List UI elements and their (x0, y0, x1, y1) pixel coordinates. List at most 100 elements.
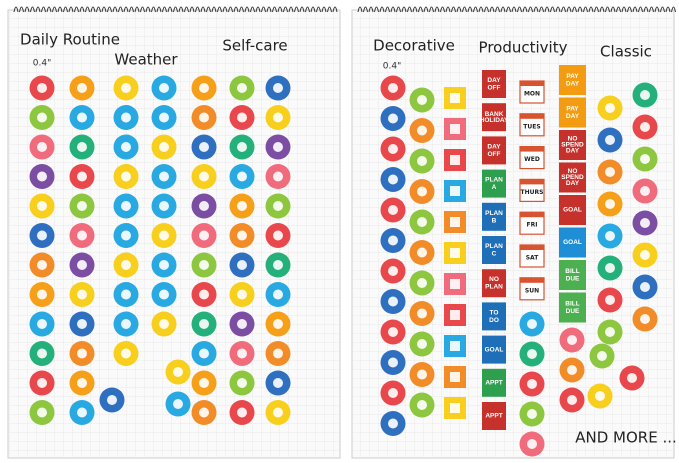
sticker-icon (627, 373, 637, 383)
sticker-icon (37, 112, 47, 123)
sticker-icon (199, 142, 209, 152)
sticker-icon (450, 186, 460, 196)
size-note: 0.4" (383, 62, 401, 72)
sticker-icon (273, 260, 283, 270)
sticker-icon (159, 230, 169, 241)
sticker-icon (77, 260, 87, 270)
spiral-loop (550, 6, 555, 13)
sticker-icon (450, 93, 460, 103)
sticker-icon (605, 263, 615, 273)
spiral-loop (250, 6, 255, 13)
spiral-loop (390, 6, 396, 13)
sticker-icon (37, 289, 47, 300)
spiral-loop (643, 6, 649, 13)
spiral-loop (321, 6, 327, 13)
sticker-icon (273, 289, 283, 300)
sticker-icon (199, 348, 209, 359)
spiral-loop (332, 6, 338, 13)
sticker-icon (595, 391, 605, 401)
spiral-loop (79, 6, 85, 13)
sticker-icon (37, 171, 47, 182)
money-sticker (559, 227, 586, 258)
day-sticker-top (520, 146, 544, 152)
label-text: NO (489, 276, 499, 283)
label-text: FRI (527, 222, 538, 229)
planner-sticker (482, 335, 506, 364)
sticker-icon (388, 113, 398, 124)
spiral-loop (239, 6, 244, 13)
sticker-icon (173, 399, 183, 409)
label-text: PLAN (485, 284, 503, 291)
sticker-icon (450, 372, 460, 382)
spiral-loop (368, 6, 374, 13)
spiral-loop (555, 6, 561, 13)
sticker-icon (159, 201, 169, 211)
sticker-icon (388, 266, 398, 276)
sticker-icon (450, 403, 460, 413)
label-text: DO (489, 317, 499, 324)
sticker-icon (107, 395, 117, 405)
sticker-icon (388, 205, 398, 215)
spiral-loop (660, 6, 665, 13)
spiral-loop (621, 6, 627, 13)
label-text: A (492, 184, 497, 191)
planner-sticker (482, 402, 506, 430)
sticker-icon (237, 407, 247, 418)
sticker-icon (237, 289, 247, 300)
spiral-loop (162, 6, 167, 13)
sticker-icon (121, 289, 131, 300)
sticker-icon (237, 171, 247, 182)
label-text: APPT (485, 413, 502, 420)
sticker-icon (388, 83, 398, 93)
sticker-icon (199, 289, 209, 300)
sticker-icon (159, 289, 169, 300)
money-sticker (559, 292, 586, 323)
spiral-loop (445, 6, 451, 13)
day-sticker-top (520, 277, 544, 283)
spiral-loop (255, 6, 261, 13)
sticker-icon (450, 248, 460, 258)
label-text: DAY (487, 143, 501, 150)
sticker-icon (273, 348, 283, 359)
sticker-icon (237, 83, 247, 93)
sticker-icon (121, 142, 131, 152)
sticker-icon (417, 400, 427, 410)
sticker-icon (37, 348, 47, 359)
sticker-icon (121, 83, 131, 93)
sticker-icon (77, 289, 87, 300)
sticker-icon (388, 235, 398, 246)
sticker-icon (237, 260, 247, 270)
spiral-loop (200, 6, 206, 13)
planner-sticker (482, 302, 506, 331)
label-text: GOAL (563, 207, 582, 214)
spiral-loop (41, 6, 46, 13)
spiral-loop (57, 6, 63, 13)
sticker-icon (417, 95, 427, 105)
day-sticker-top (520, 113, 544, 119)
planner-sticker (482, 103, 506, 132)
sticker-icon (388, 418, 398, 429)
sticker-icon (388, 174, 398, 185)
sticker-icon (159, 171, 169, 182)
sticker-icon (37, 378, 47, 388)
label-text: BANK (485, 111, 504, 118)
money-sticker (559, 260, 586, 290)
sticker-icon (37, 201, 47, 211)
sticker-icon (640, 90, 650, 100)
sticker-icon (273, 378, 283, 388)
sticker-icon (388, 327, 398, 337)
label-text: WED (524, 156, 540, 163)
spiral-loop (96, 6, 101, 13)
spiral-loop (429, 6, 434, 13)
sticker-icon (159, 83, 169, 93)
sticker-icon (199, 83, 209, 93)
section-title: Self-care (222, 37, 287, 55)
label-text: TUES (523, 123, 540, 130)
sticker-icon (640, 218, 650, 228)
spiral-loop (412, 6, 418, 13)
sticker-icon (567, 395, 577, 405)
spiral-loop (63, 6, 68, 13)
spiral-loop (13, 6, 19, 13)
spiral-loop (167, 6, 173, 13)
spiral-loop (244, 6, 250, 13)
